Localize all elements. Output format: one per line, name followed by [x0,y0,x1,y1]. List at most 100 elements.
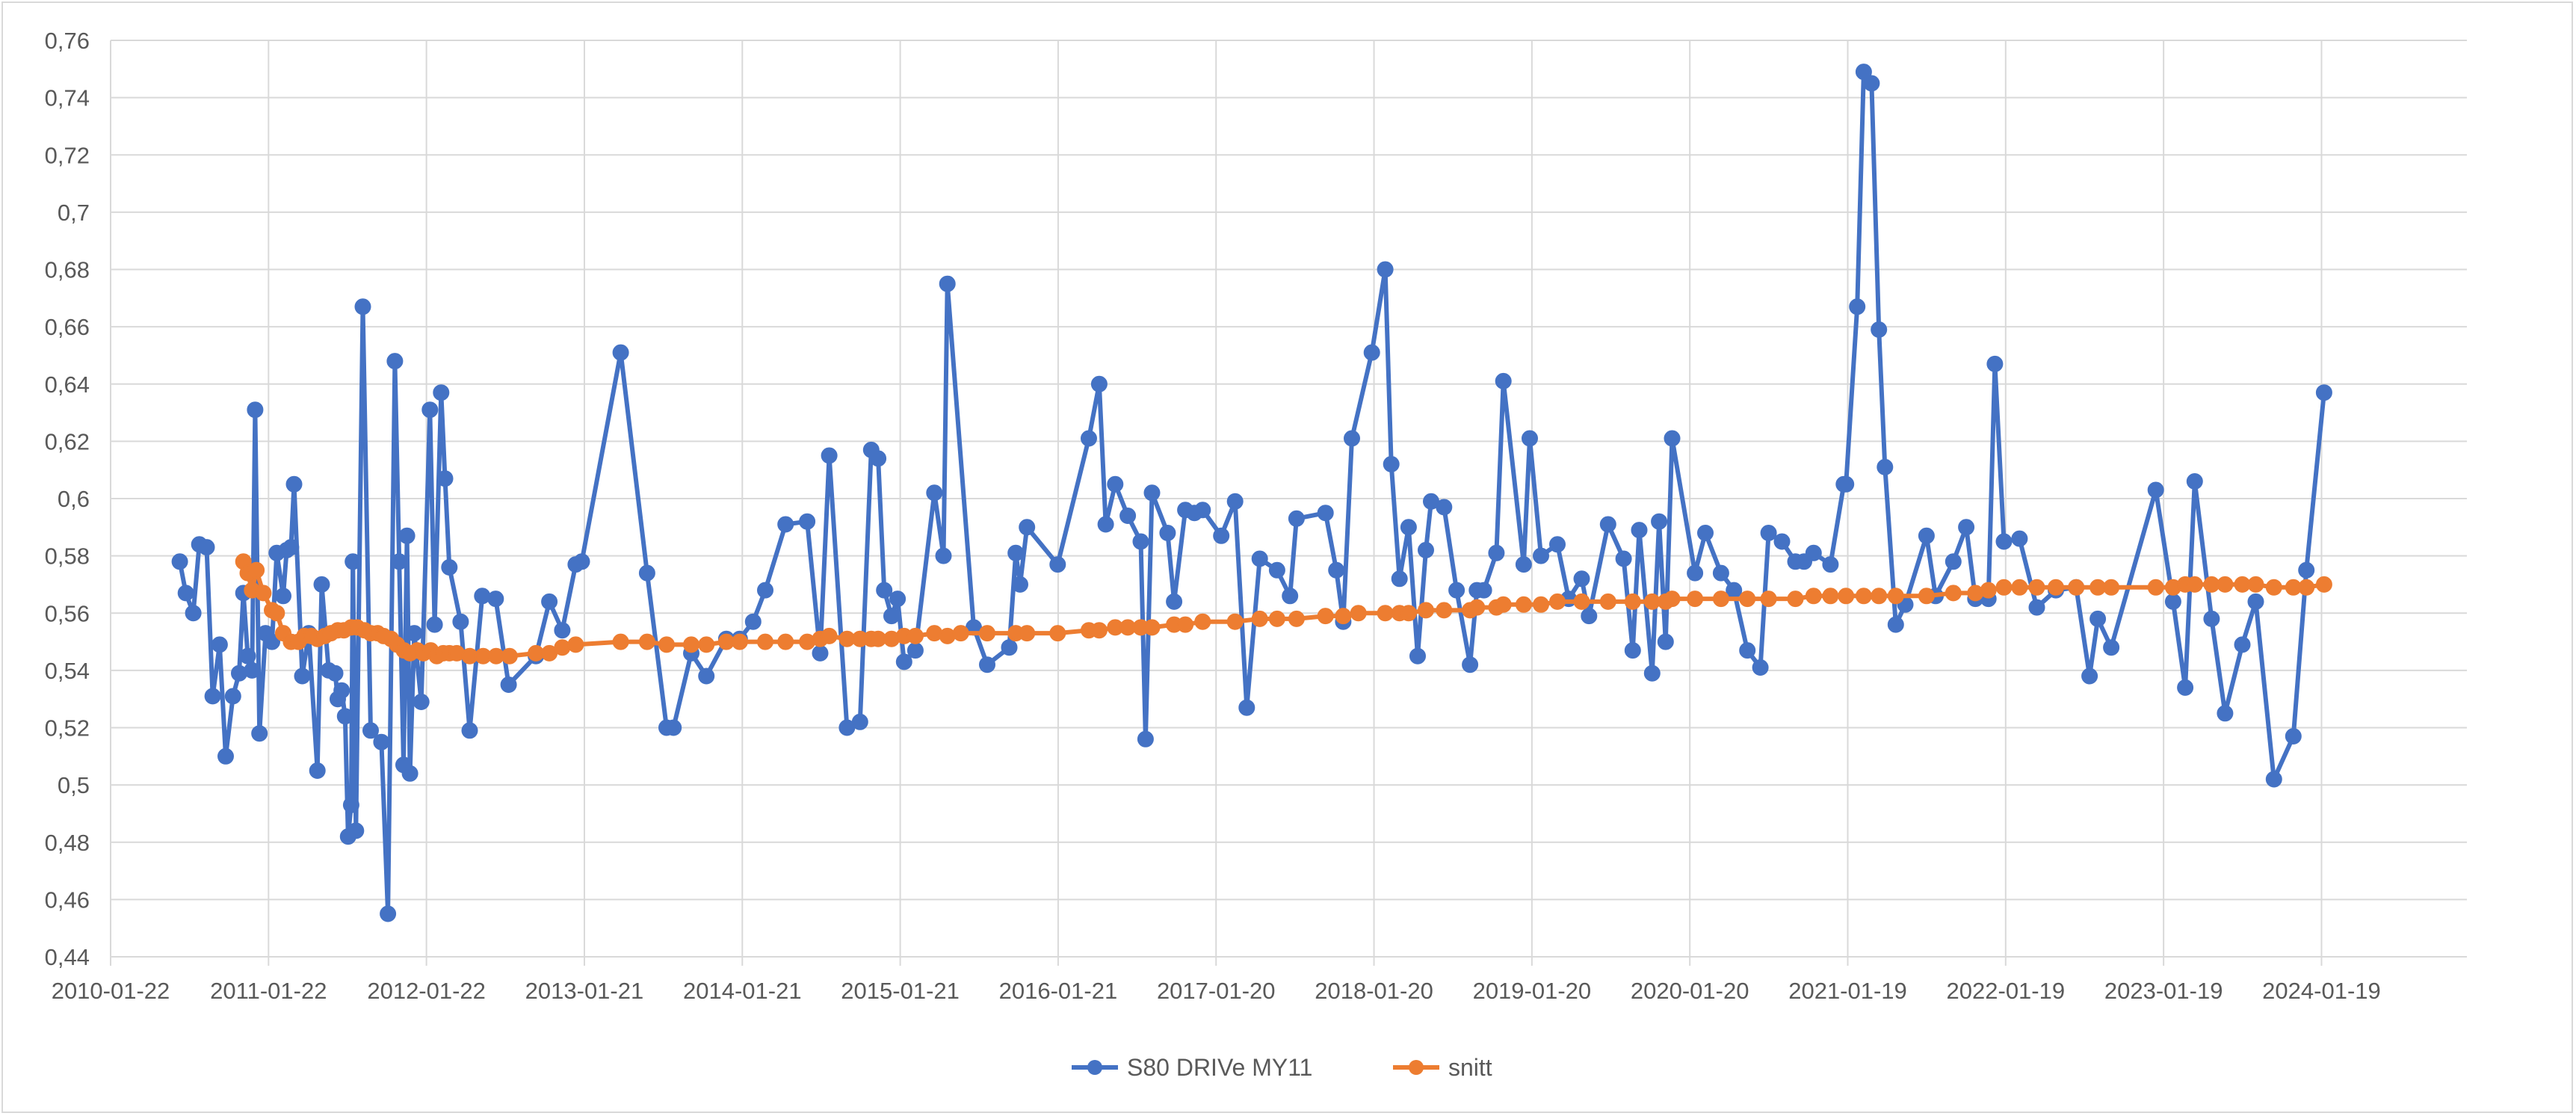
data-point [567,636,584,653]
data-point [268,605,285,622]
data-point [939,275,956,292]
data-point [1268,561,1285,579]
data-point [2103,579,2120,596]
data-point [1409,647,1426,665]
data-point [1213,527,1230,544]
x-tick-label: 2024-01-19 [2262,978,2381,1004]
x-tick-label: 2018-01-20 [1315,978,1433,1004]
data-point [380,905,397,922]
data-point [1549,593,1566,610]
data-point [1107,475,1124,493]
data-point [1805,588,1822,605]
data-point [1377,605,1394,622]
data-point [883,608,900,625]
data-point [177,585,194,602]
data-point [1143,619,1161,636]
y-tick-label: 0,62 [45,428,90,454]
data-point [421,401,439,419]
data-point [926,484,943,502]
data-point [1945,553,1962,570]
data-point [348,822,365,839]
data-point [2011,579,2028,596]
data-point [2028,579,2045,596]
data-point [1739,591,1756,608]
data-point [1268,610,1285,627]
data-point [1712,591,1729,608]
data-point [327,665,344,682]
data-point [1615,550,1632,567]
data-point [1194,502,1211,519]
y-tick-label: 0,66 [45,314,90,340]
data-point [1838,475,1855,493]
data-point [1918,588,1935,605]
data-point [1805,544,1822,561]
data-point [2203,610,2220,627]
data-point [1533,596,1549,613]
data-point [1166,593,1183,610]
data-point [1760,591,1777,608]
data-point [1400,519,1417,536]
data-point [1664,591,1681,608]
data-point [2217,705,2234,722]
data-point [1012,576,1028,593]
data-point [1651,513,1668,530]
data-point [979,656,995,673]
data-point [452,613,469,630]
data-point [211,636,228,653]
x-tick-label: 2020-01-20 [1631,978,1749,1004]
data-point [1573,593,1590,610]
data-point [554,639,571,656]
data-point [683,636,699,653]
data-point [876,582,893,599]
data-point [2068,579,2085,596]
legend: S80 DRIVe MY11 snitt [1072,1054,1492,1081]
data-point [2247,593,2264,610]
data-point [935,547,952,564]
x-tick-label: 2013-01-21 [525,978,644,1004]
data-point [2103,639,2120,656]
data-point [1001,639,1018,656]
data-point [426,616,443,633]
data-point [336,708,353,725]
data-point [612,344,629,361]
data-point [799,513,816,530]
data-point [1468,599,1486,616]
data-point [474,588,491,605]
data-point [1522,430,1538,447]
data-point [1687,591,1704,608]
data-point [1400,605,1417,622]
data-point [1317,608,1334,625]
data-point [1631,522,1648,539]
data-point [1581,608,1598,625]
data-point [2234,636,2251,653]
legend-label: snitt [1448,1054,1492,1081]
y-tick-label: 0,56 [45,600,90,626]
series-snitt [235,553,2332,665]
data-point [1090,622,1108,639]
data-point [1251,610,1268,627]
data-point [487,591,504,608]
data-point [204,688,221,705]
data-point [1282,588,1299,605]
data-point [1328,561,1345,579]
data-point [1624,593,1641,610]
data-point [1495,372,1512,389]
data-point [1515,556,1532,573]
data-point [433,384,450,401]
data-point [1049,625,1066,642]
data-point [1877,458,1894,475]
data-point [1887,588,1904,605]
data-point [1822,588,1839,605]
data-point [1752,659,1769,676]
y-tick-label: 0,64 [45,372,90,398]
data-point [777,633,794,650]
x-tick-label: 2014-01-21 [683,978,802,1004]
data-point [1515,596,1532,613]
data-point [373,733,390,750]
data-point [638,564,655,582]
data-point [1980,582,1997,599]
data-point [1664,430,1681,447]
data-point [2186,473,2203,490]
data-point [1251,550,1268,567]
